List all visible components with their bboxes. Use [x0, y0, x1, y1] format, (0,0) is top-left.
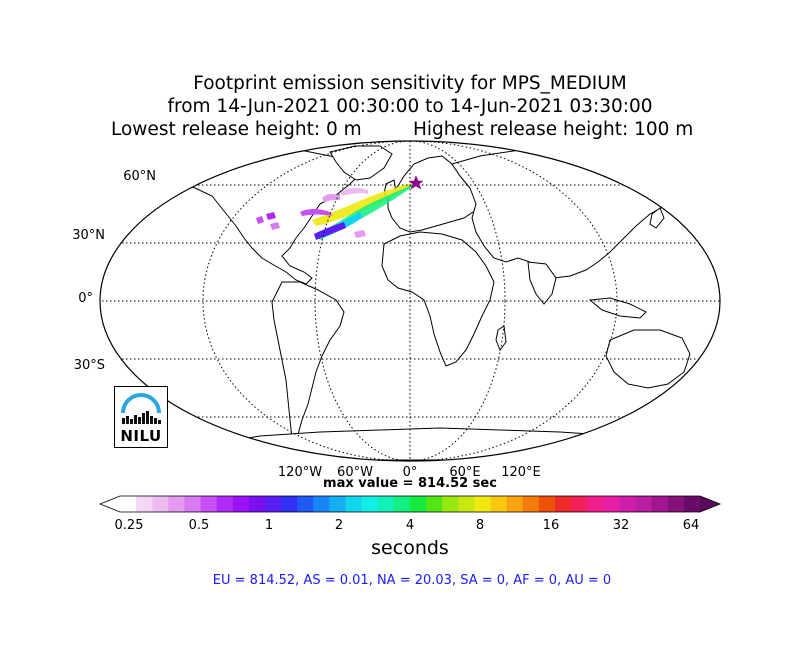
colorbar-tick-5: 8 — [475, 518, 485, 533]
india-landmass — [527, 261, 557, 305]
lat-label-0: 0° — [78, 291, 93, 306]
lowest-release-height: Lowest release height: 0 m — [111, 119, 362, 140]
antarctica-landmass — [100, 427, 720, 461]
colorbar-segment — [216, 496, 234, 512]
lat-label-60n: 60°N — [123, 169, 156, 184]
colorbar-tick-4: 4 — [405, 518, 415, 533]
colorbar-segment — [136, 496, 153, 512]
colorbar-segment — [490, 496, 508, 512]
colorbar-overflow — [700, 496, 720, 512]
south-america-landmass — [271, 281, 345, 439]
colorbar-segment — [313, 496, 330, 512]
release-location-star — [408, 175, 424, 190]
colorbar-segment — [683, 496, 701, 512]
colorbar-segment — [184, 496, 201, 512]
colorbar-segment — [265, 496, 282, 512]
colorbar-outline — [98, 495, 722, 513]
lon-label-0: 0° — [403, 465, 418, 480]
graticule — [100, 141, 720, 461]
colorbar-segment — [393, 496, 411, 512]
map-border — [99, 140, 721, 462]
nilu-logo-mark — [121, 393, 161, 424]
colorbar-segment — [168, 496, 185, 512]
highest-release-height: Highest release height: 100 m — [413, 119, 694, 140]
colorbar — [98, 495, 722, 513]
colorbar-segment — [442, 496, 459, 512]
colorbar-segment — [587, 496, 604, 512]
colorbar-unit-label: seconds — [371, 537, 449, 559]
colorbar-segment — [651, 496, 669, 512]
title-line-2: from 14-Jun-2021 00:30:00 to 14-Jun-2021… — [167, 96, 653, 117]
map-area — [100, 141, 720, 461]
colorbar-segment — [410, 496, 427, 512]
colorbar-segment — [120, 496, 137, 512]
colorbar-tick-6: 16 — [542, 518, 560, 533]
australia-landmass — [605, 329, 691, 389]
colorbar-segment — [619, 496, 636, 512]
lat-label-30s: 30°S — [74, 358, 105, 373]
colorbar-segment — [522, 496, 540, 512]
colorbar-tick-3: 2 — [334, 518, 344, 533]
madagascar-landmass — [495, 325, 507, 352]
colorbar-segment — [152, 496, 169, 512]
colorbar-underflow — [100, 496, 120, 512]
colorbar-tick-1: 0.5 — [188, 518, 210, 533]
greenland-landmass — [329, 145, 393, 181]
lon-label-60w: 60°W — [337, 465, 373, 480]
colorbar-segment — [377, 496, 395, 512]
colorbar-segment — [635, 496, 653, 512]
max-value-label: max value = 814.52 sec — [323, 476, 497, 491]
colorbar-tick-0: 0.25 — [114, 518, 144, 533]
colorbar-segment — [361, 496, 379, 512]
colorbar-segment — [345, 496, 363, 512]
colorbar-segment — [426, 496, 443, 512]
region-totals: EU = 814.52, AS = 0.01, NA = 20.03, SA =… — [212, 573, 612, 588]
colorbar-segment — [667, 496, 685, 512]
colorbar-segment — [538, 496, 556, 512]
indonesia-landmass — [588, 297, 647, 319]
colorbar-segment — [458, 496, 475, 512]
colorbar-tick-8: 64 — [682, 518, 700, 533]
colorbar-segment — [571, 496, 588, 512]
colorbar-segment — [248, 496, 266, 512]
colorbar-segment — [555, 496, 572, 512]
lon-label-120w: 120°W — [278, 465, 322, 480]
colorbar-segment — [603, 496, 620, 512]
nilu-logo-text: NILU — [120, 427, 162, 445]
colorbar-segment — [200, 496, 218, 512]
colorbar-segment — [474, 496, 491, 512]
lon-label-120e: 120°E — [501, 465, 541, 480]
colorbar-segment — [329, 496, 346, 512]
colorbar-tick-2: 1 — [264, 518, 274, 533]
nilu-logo: NILU — [114, 386, 168, 448]
colorbar-segment — [281, 496, 298, 512]
footprint-plume — [256, 182, 416, 240]
japan-landmass — [649, 207, 665, 229]
colorbar-segment — [506, 496, 524, 512]
colorbar-segment — [297, 496, 314, 512]
colorbar-segment — [232, 496, 250, 512]
title-line-1: Footprint emission sensitivity for MPS_M… — [193, 73, 627, 94]
lon-label-60e: 60°E — [449, 465, 480, 480]
colorbar-tick-7: 32 — [612, 518, 630, 533]
lat-label-30n: 30°N — [72, 228, 105, 243]
